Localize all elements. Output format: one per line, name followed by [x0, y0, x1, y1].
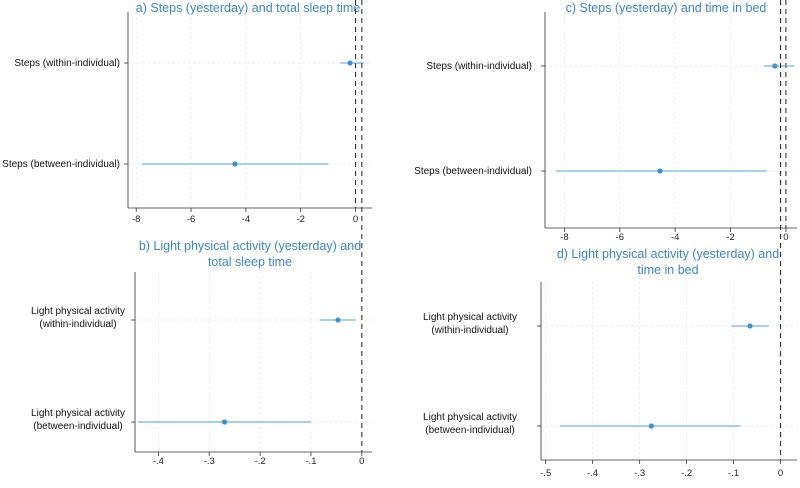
panel-d-point-estimate [648, 423, 654, 429]
panel-b-x-tick-label: -.2 [255, 456, 266, 467]
panel-c-point-estimate [657, 168, 663, 174]
panel-d-x-tick-label: -.1 [728, 468, 739, 479]
panel-b-x-tick-label: -.3 [204, 456, 215, 467]
panel-c-row-label: Steps (within-individual) [426, 61, 532, 72]
panel-c-x-tick-label: -8 [560, 232, 568, 243]
panel-c-x-tick-label: 0 [783, 232, 788, 243]
panel-b-row-label: (between-individual) [33, 421, 123, 432]
panel-a-x-tick-label: -2 [296, 214, 304, 225]
panel-d-row-label: (within-individual) [431, 325, 508, 336]
panel-c-title: c) Steps (yesterday) and time in bed [566, 1, 767, 15]
panel-a-point-estimate [232, 161, 238, 167]
panel-b-title: b) Light physical activity (yesterday) a… [139, 239, 361, 253]
panel-b-row-label: Light physical activity [31, 306, 125, 317]
panel-c-x-tick-label: -2 [726, 232, 734, 243]
panel-d-x-tick-label: 0 [778, 468, 783, 479]
panel-b-title: total sleep time [208, 255, 292, 269]
panel-a-x-tick-label: 0 [353, 214, 358, 225]
panel-d-x-tick-label: -.3 [634, 468, 645, 479]
panel-d-x-tick-label: -.5 [540, 468, 551, 479]
panel-d-x-tick-label: -.2 [681, 468, 692, 479]
panel-b-point-estimate [221, 419, 228, 425]
panel-d-row-label: (between-individual) [425, 425, 515, 436]
panel-b-x-tick-label: -.4 [153, 456, 164, 467]
panel-c-x-tick-label: -4 [671, 232, 679, 243]
panel-a-row-label: Steps (between-individual) [2, 159, 120, 170]
panel-a-x-tick-label: -4 [242, 214, 250, 225]
panel-b-x-tick-label: 0 [359, 456, 364, 467]
panel-a-title: a) Steps (yesterday) and total sleep tim… [136, 1, 360, 15]
panel-c-point-estimate [772, 63, 778, 69]
panel-d-row-label: Light physical activity [423, 412, 517, 423]
panel-a-x-tick-label: -6 [187, 214, 195, 225]
panel-d-point-estimate [747, 323, 753, 329]
panel-a-row-label: Steps (within-individual) [14, 58, 120, 69]
panel-b-x-tick-label: -.1 [305, 456, 316, 467]
panel-d-row-label: Light physical activity [423, 312, 517, 323]
panel-c-x-tick-label: -6 [616, 232, 624, 243]
panel-d-title: d) Light physical activity (yesterday) a… [557, 247, 779, 261]
panel-c-row-label: Steps (between-individual) [414, 166, 532, 177]
panel-a-x-tick-label: -8 [132, 214, 140, 225]
panel-b-row-label: (within-individual) [39, 319, 116, 330]
panel-a-point-estimate [347, 60, 353, 66]
panel-d-x-tick-label: -.4 [587, 468, 598, 479]
panel-b-row-label: Light physical activity [31, 408, 125, 419]
panel-b-point-estimate [335, 317, 341, 323]
panel-d-title: time in bed [637, 263, 698, 277]
